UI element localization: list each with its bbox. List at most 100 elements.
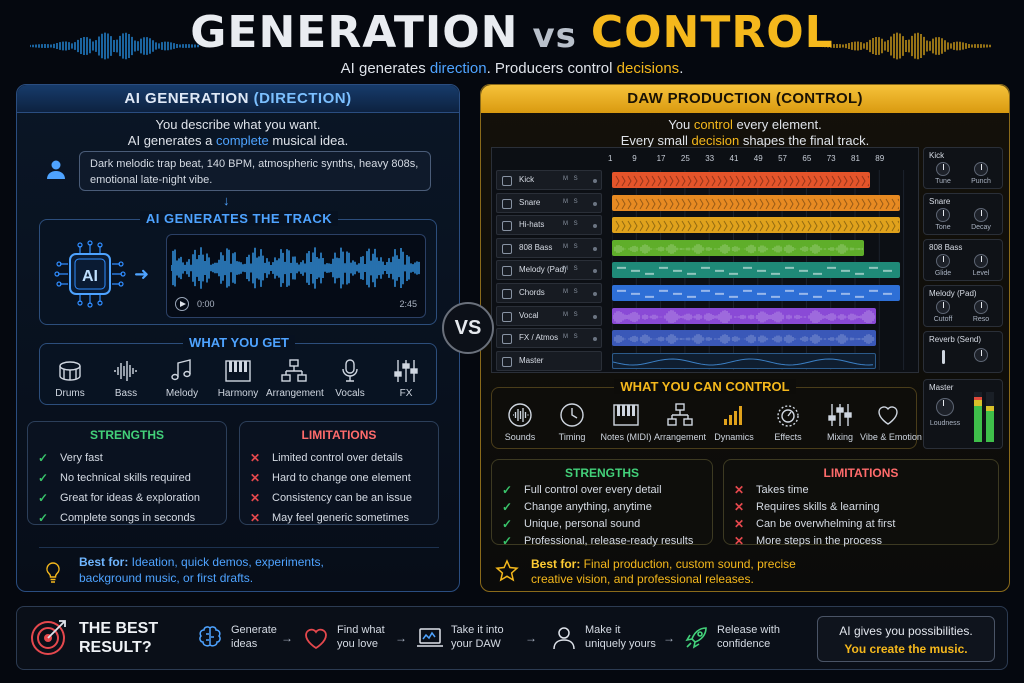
- heading-direction: (DIRECTION): [253, 90, 352, 107]
- track-clip[interactable]: [612, 330, 876, 347]
- ruler-tick: 1: [608, 154, 613, 163]
- knob-control[interactable]: [974, 300, 988, 314]
- track-header[interactable]: FX / Atmos M S: [496, 328, 602, 349]
- knob-control[interactable]: [936, 300, 950, 314]
- play-button[interactable]: [175, 297, 189, 311]
- track-clip[interactable]: [612, 285, 900, 301]
- knob-control[interactable]: [974, 208, 988, 222]
- ai-strengths-box: STRENGTHS ✓ Very fast ✓ No technical skills…: [27, 421, 227, 525]
- arrow-right-icon: ➜: [134, 264, 150, 284]
- control-label: Vibe & Emotion: [860, 432, 922, 442]
- best-for-label: Best for:: [531, 557, 581, 571]
- track-row[interactable]: Kick M S: [496, 170, 914, 190]
- track-row[interactable]: Chords M S: [496, 283, 914, 303]
- track-row[interactable]: 808 Bass M S: [496, 237, 914, 258]
- track-row[interactable]: FX / Atmos M S: [496, 328, 914, 349]
- get-melody: Melody: [154, 358, 210, 399]
- record-arm-dot[interactable]: [593, 246, 597, 251]
- track-name: Melody (Pad): [519, 265, 567, 275]
- arrow-right-icon: →: [281, 631, 293, 645]
- record-arm-dot[interactable]: [593, 224, 597, 229]
- knob-label: Level: [972, 270, 990, 277]
- knob-control[interactable]: [974, 348, 988, 362]
- clip-pattern: [617, 267, 892, 276]
- strength-text: Complete songs in seconds: [60, 512, 196, 524]
- track-header[interactable]: Chords M S: [496, 283, 602, 303]
- cross-icon: ✕: [250, 511, 261, 525]
- ruler-tick: 81: [851, 154, 860, 163]
- arrow-down-icon: ↓: [223, 193, 230, 208]
- record-arm-dot[interactable]: [593, 201, 597, 206]
- track-header[interactable]: Snare M S: [496, 192, 602, 213]
- mute-solo-buttons[interactable]: M S: [563, 311, 580, 318]
- mute-solo-buttons[interactable]: M S: [563, 243, 580, 250]
- record-arm-dot[interactable]: [593, 314, 597, 319]
- daw-production-panel: DAW PRODUCTION (CONTROL) You control eve…: [480, 84, 1010, 592]
- microphone-icon: [342, 359, 358, 382]
- title-text: WHAT YOU GET: [183, 335, 295, 350]
- chip-label: AI: [82, 268, 98, 285]
- track-row[interactable]: Hi-hats M S: [496, 215, 914, 236]
- knob-control[interactable]: [936, 162, 950, 176]
- step-line: Take it into: [451, 624, 504, 636]
- track-row[interactable]: Master: [496, 350, 914, 371]
- record-arm-dot[interactable]: [593, 269, 597, 274]
- generated-waveform: [171, 247, 420, 289]
- ai-strengths-list: ✓ Very fast ✓ No technical skills required ✓…: [38, 448, 220, 528]
- daw-strengths-list: ✓ Full control over every detail ✓ Change a…: [502, 482, 706, 550]
- strength-item: ✓ Full control over every detail: [502, 482, 706, 499]
- mute-solo-buttons[interactable]: M S: [563, 176, 580, 182]
- limitation-item: ✕ Requires skills & learning: [734, 499, 992, 516]
- track-clip[interactable]: [612, 239, 864, 256]
- track-header[interactable]: Vocal M S: [496, 305, 602, 326]
- track-clip[interactable]: [612, 352, 876, 369]
- clip-pattern: [615, 220, 899, 232]
- mute-solo-buttons[interactable]: M S: [563, 289, 580, 295]
- track-clip[interactable]: [612, 262, 900, 279]
- track-clip[interactable]: [612, 194, 900, 211]
- track-clip[interactable]: [612, 217, 900, 234]
- track-header[interactable]: 808 Bass M S: [496, 237, 602, 258]
- subtitle-part: AI generates: [340, 60, 430, 77]
- record-arm-dot[interactable]: [593, 292, 597, 296]
- track-header[interactable]: Melody (Pad) M S: [496, 260, 602, 281]
- track-header[interactable]: Hi-hats M S: [496, 215, 602, 236]
- sound-wave-circle-icon: [508, 403, 532, 427]
- record-arm-dot[interactable]: [593, 337, 597, 342]
- mute-solo-buttons[interactable]: M S: [563, 266, 580, 273]
- mute-solo-buttons[interactable]: M S: [563, 334, 580, 341]
- track-row[interactable]: Vocal M S: [496, 305, 914, 326]
- track-name: Master: [519, 355, 544, 365]
- time-end: 2:45: [399, 299, 417, 309]
- wave-path: [822, 32, 991, 60]
- track-clip[interactable]: [612, 172, 870, 188]
- limitation-text: Requires skills & learning: [756, 501, 880, 513]
- track-name: Vocal: [519, 310, 539, 320]
- control-effects: Effects: [760, 402, 816, 442]
- record-arm-dot[interactable]: [593, 179, 597, 183]
- clock-icon: [560, 403, 584, 427]
- bar-levels-icon: [724, 406, 742, 425]
- track-instrument-icon: [502, 198, 512, 209]
- track-name: Chords: [519, 288, 545, 297]
- mute-solo-buttons[interactable]: M S: [563, 221, 580, 228]
- track-clip[interactable]: [612, 307, 876, 324]
- clip-pattern: [614, 334, 875, 345]
- inspector-card: Snare Tone Decay: [923, 193, 1003, 235]
- mute-solo-buttons[interactable]: M S: [563, 198, 580, 205]
- best-result-question: THE BEST RESULT?: [79, 619, 158, 657]
- loudness-knob[interactable]: [936, 398, 954, 416]
- ai-generates-track-box: AI GENERATES THE TRACK AI ➜ 0:00 2:45: [39, 211, 437, 325]
- clip-pattern: [613, 309, 875, 323]
- knob-control[interactable]: [974, 162, 988, 176]
- inspector-card: Melody (Pad) Cutoff Reso: [923, 285, 1003, 327]
- track-header[interactable]: Master: [496, 350, 602, 371]
- track-row[interactable]: Melody (Pad) M S: [496, 260, 914, 281]
- track-header[interactable]: Kick M S: [496, 170, 602, 190]
- send-slider[interactable]: [942, 350, 945, 364]
- track-row[interactable]: Snare M S: [496, 192, 914, 213]
- get-label: FX: [399, 388, 413, 399]
- knob-control[interactable]: [974, 254, 988, 268]
- knob-control[interactable]: [936, 208, 950, 222]
- knob-control[interactable]: [936, 254, 950, 268]
